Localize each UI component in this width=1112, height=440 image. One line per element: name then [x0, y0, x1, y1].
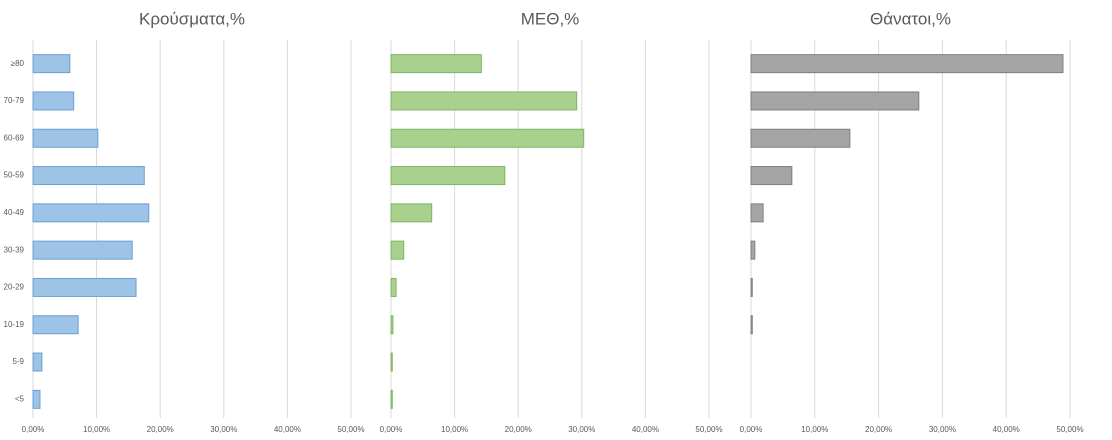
- x-tick-label: 30,00%: [568, 425, 595, 434]
- bar: [750, 166, 793, 186]
- bar: [32, 166, 145, 186]
- x-tick-label: 40,00%: [993, 425, 1020, 434]
- bar: [750, 315, 753, 335]
- x-tick-label: 10,00%: [441, 425, 468, 434]
- bar: [390, 277, 397, 297]
- x-tick-label: 50,00%: [695, 425, 722, 434]
- x-tick-label: 20,00%: [147, 425, 174, 434]
- x-tick-label: 0,00%: [380, 425, 403, 434]
- bar: [750, 54, 1064, 74]
- bar: [32, 315, 79, 335]
- x-tick-label: 50,00%: [337, 425, 364, 434]
- x-tick-label: 0,00%: [740, 425, 763, 434]
- category-label: <5: [15, 394, 25, 403]
- x-tick-label: 20,00%: [865, 425, 892, 434]
- x-tick-label: 10,00%: [801, 425, 828, 434]
- chart-title: Κρούσματα,%: [139, 9, 245, 28]
- bar: [32, 203, 150, 223]
- chart-title: Θάνατοι,%: [870, 9, 951, 28]
- bar: [390, 352, 393, 372]
- category-label: 20-29: [4, 283, 25, 292]
- bar: [750, 203, 764, 223]
- x-tick-label: 40,00%: [632, 425, 659, 434]
- bar: [32, 91, 75, 111]
- x-tick-label: 30,00%: [210, 425, 237, 434]
- category-label: 60-69: [4, 133, 25, 142]
- bar: [390, 128, 585, 148]
- category-label: 40-49: [4, 208, 25, 217]
- bar: [390, 389, 393, 409]
- bar: [32, 352, 43, 372]
- bar: [750, 277, 753, 297]
- bar: [750, 240, 756, 260]
- category-label: 5-9: [12, 357, 24, 366]
- x-tick-label: 40,00%: [274, 425, 301, 434]
- x-tick-label: 20,00%: [505, 425, 532, 434]
- category-label: 70-79: [4, 96, 25, 105]
- category-label: ≥80: [11, 59, 25, 68]
- x-tick-label: 50,00%: [1056, 425, 1083, 434]
- x-tick-label: 30,00%: [929, 425, 956, 434]
- bar: [32, 54, 71, 74]
- bar: [390, 91, 578, 111]
- category-label: 10-19: [4, 320, 25, 329]
- bar: [750, 128, 851, 148]
- x-tick-label: 10,00%: [83, 425, 110, 434]
- bar: [32, 240, 133, 260]
- bar: [750, 91, 920, 111]
- chart-title: ΜΕΘ,%: [521, 9, 580, 28]
- bar: [390, 315, 394, 335]
- bar: [390, 54, 482, 74]
- category-label: 50-59: [4, 171, 25, 180]
- bar: [390, 166, 506, 186]
- bar: [390, 203, 433, 223]
- bar: [32, 128, 99, 148]
- x-tick-label: 0,00%: [22, 425, 45, 434]
- bar: [32, 389, 41, 409]
- category-label: 30-39: [4, 245, 25, 254]
- bar: [390, 240, 405, 260]
- bar: [32, 277, 137, 297]
